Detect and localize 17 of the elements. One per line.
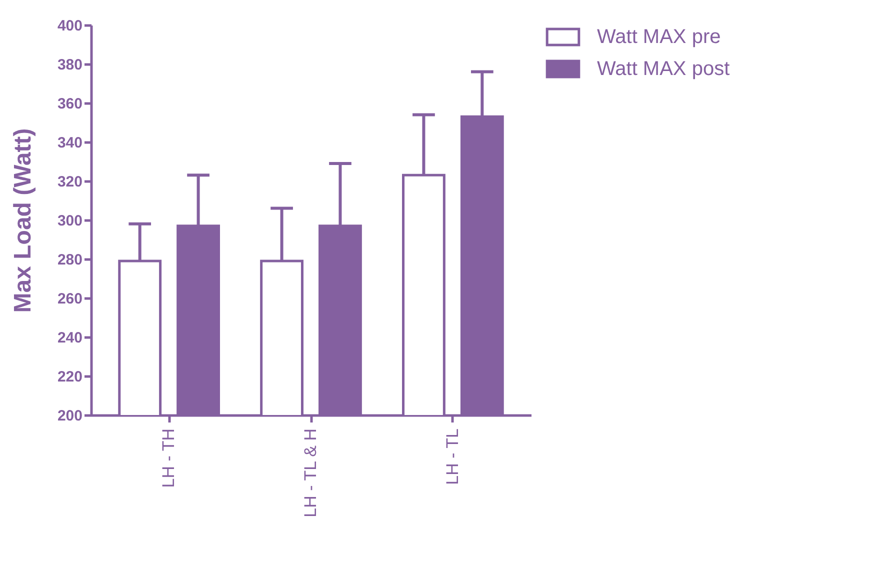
legend-label: Watt MAX pre	[597, 26, 721, 48]
y-axis-title: Max Load (Watt)	[9, 128, 36, 313]
x-tick-label: LH - TL	[442, 428, 462, 485]
y-tick-label: 240	[57, 330, 82, 346]
y-tick-label: 200	[57, 408, 82, 424]
y-tick-label: 340	[57, 134, 82, 152]
x-tick-label: LH - TH	[159, 428, 178, 488]
y-tick-label: 280	[57, 252, 82, 268]
x-tick-label: LH - TL & H	[301, 428, 320, 518]
y-tick-label: 380	[57, 56, 82, 74]
y-tick-label: 360	[57, 96, 82, 112]
y-tick-label: 400	[57, 18, 82, 34]
y-tick-label: 300	[57, 212, 82, 230]
y-tick-label: 220	[57, 368, 82, 386]
y-tick-label: 260	[57, 290, 82, 308]
legend-label: Watt MAX post	[597, 58, 730, 80]
y-tick-label: 320	[57, 174, 82, 190]
